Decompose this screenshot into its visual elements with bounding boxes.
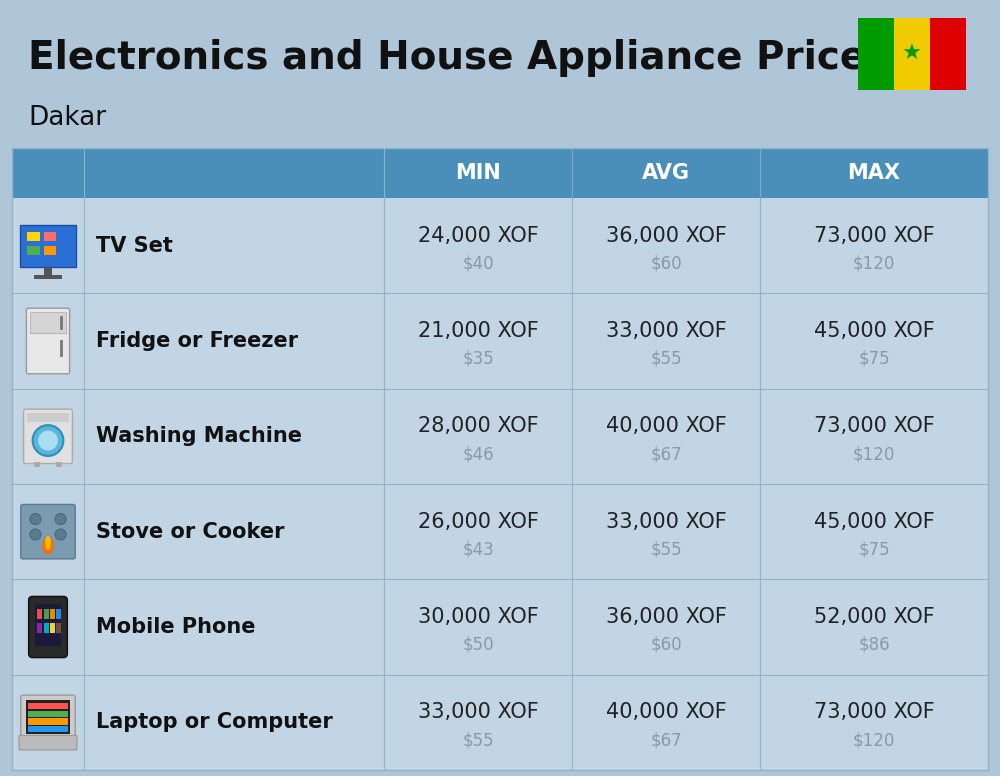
Circle shape [37, 430, 59, 451]
Text: 73,000 XOF: 73,000 XOF [814, 702, 934, 722]
Circle shape [30, 514, 41, 525]
Bar [44, 246, 56, 255]
Text: TV Set: TV Set [96, 236, 173, 255]
Text: 30,000 XOF: 30,000 XOF [418, 607, 538, 627]
FancyBboxPatch shape [19, 736, 77, 750]
Text: $46: $46 [462, 445, 494, 463]
Bar [12, 148, 988, 198]
Text: 52,000 XOF: 52,000 XOF [814, 607, 934, 627]
Bar [12, 389, 988, 484]
Text: 36,000 XOF: 36,000 XOF [606, 607, 726, 627]
Text: $43: $43 [462, 541, 494, 559]
Bar [50, 623, 55, 632]
Text: 26,000 XOF: 26,000 XOF [418, 511, 538, 532]
FancyBboxPatch shape [26, 308, 70, 374]
Bar [12, 580, 988, 674]
Text: $60: $60 [650, 636, 682, 654]
Bar [28, 719, 68, 725]
Text: Washing Machine: Washing Machine [96, 426, 302, 446]
Bar [56, 609, 61, 618]
Bar [37, 623, 42, 632]
Bar [56, 623, 61, 632]
Bar [34, 462, 40, 466]
Circle shape [55, 529, 66, 540]
Bar [44, 232, 56, 241]
Text: 33,000 XOF: 33,000 XOF [418, 702, 538, 722]
Bar [44, 609, 49, 618]
Text: Dakar: Dakar [28, 105, 106, 131]
Text: 36,000 XOF: 36,000 XOF [606, 226, 726, 246]
Bar [28, 726, 68, 733]
Text: 24,000 XOF: 24,000 XOF [418, 226, 538, 246]
Text: 40,000 XOF: 40,000 XOF [606, 702, 726, 722]
Text: 28,000 XOF: 28,000 XOF [418, 417, 538, 436]
Bar [28, 703, 68, 709]
FancyBboxPatch shape [24, 409, 72, 463]
Text: 21,000 XOF: 21,000 XOF [418, 321, 538, 341]
Text: Stove or Cooker: Stove or Cooker [96, 521, 285, 542]
FancyBboxPatch shape [21, 504, 75, 559]
Bar [44, 267, 52, 275]
Text: $55: $55 [650, 541, 682, 559]
Text: 45,000 XOF: 45,000 XOF [814, 511, 934, 532]
Text: 73,000 XOF: 73,000 XOF [814, 417, 934, 436]
Text: MIN: MIN [455, 163, 501, 183]
Bar [27, 413, 69, 422]
Circle shape [33, 425, 63, 456]
Text: 45,000 XOF: 45,000 XOF [814, 321, 934, 341]
Bar [26, 700, 70, 733]
Text: Mobile Phone: Mobile Phone [96, 617, 256, 637]
Bar [12, 198, 988, 293]
Ellipse shape [45, 536, 51, 550]
Text: $60: $60 [650, 255, 682, 272]
Text: $55: $55 [462, 731, 494, 750]
Text: 40,000 XOF: 40,000 XOF [606, 417, 726, 436]
Text: $55: $55 [650, 350, 682, 368]
Circle shape [30, 529, 41, 540]
Bar [44, 623, 49, 632]
Bar [27, 246, 40, 255]
Text: $35: $35 [462, 350, 494, 368]
Bar [858, 18, 894, 90]
Bar [50, 609, 55, 618]
Bar [28, 711, 68, 717]
Bar [12, 293, 988, 389]
Text: 33,000 XOF: 33,000 XOF [606, 321, 726, 341]
Bar [20, 225, 76, 267]
Text: $120: $120 [853, 445, 895, 463]
Bar [27, 232, 40, 241]
Text: MAX: MAX [848, 163, 900, 183]
Text: AVG: AVG [642, 163, 690, 183]
Bar [34, 275, 62, 279]
Circle shape [55, 514, 66, 525]
Text: $67: $67 [650, 731, 682, 750]
Bar [37, 609, 42, 618]
Text: $75: $75 [858, 541, 890, 559]
Bar [56, 462, 62, 466]
Text: $120: $120 [853, 255, 895, 272]
Text: 33,000 XOF: 33,000 XOF [606, 511, 726, 532]
Text: $120: $120 [853, 731, 895, 750]
Text: $40: $40 [462, 255, 494, 272]
Text: Fridge or Freezer: Fridge or Freezer [96, 331, 298, 351]
Bar [894, 18, 930, 90]
FancyBboxPatch shape [21, 695, 75, 738]
FancyBboxPatch shape [29, 597, 67, 657]
Text: $67: $67 [650, 445, 682, 463]
Text: $50: $50 [462, 636, 494, 654]
Text: ★: ★ [902, 44, 922, 64]
Bar [930, 18, 966, 90]
Bar [12, 674, 988, 770]
Text: $86: $86 [858, 636, 890, 654]
Ellipse shape [42, 537, 54, 554]
Text: Laptop or Computer: Laptop or Computer [96, 712, 333, 733]
Text: 73,000 XOF: 73,000 XOF [814, 226, 934, 246]
Bar [12, 484, 988, 580]
Text: Electronics and House Appliance Prices: Electronics and House Appliance Prices [28, 39, 889, 77]
Text: $75: $75 [858, 350, 890, 368]
Bar [35, 604, 61, 646]
Bar [30, 312, 66, 333]
